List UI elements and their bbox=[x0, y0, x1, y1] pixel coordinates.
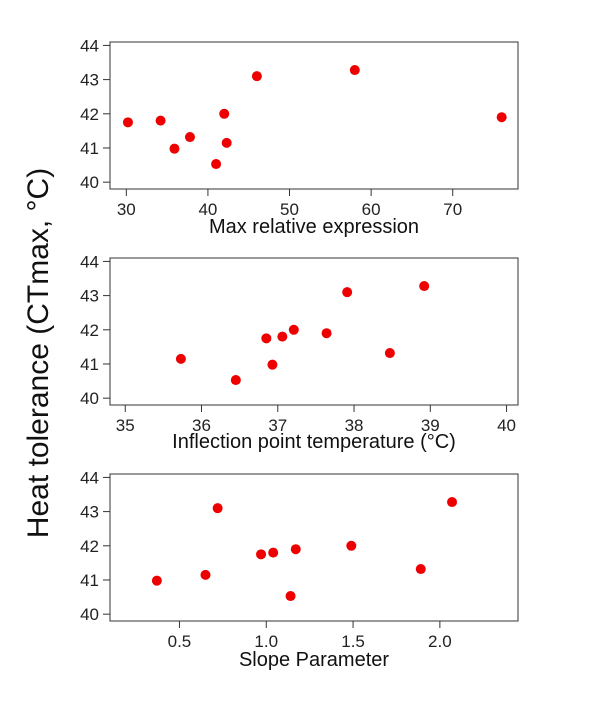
y-tick-label: 40 bbox=[80, 173, 99, 192]
y-tick-label: 43 bbox=[80, 287, 99, 306]
y-tick-label: 44 bbox=[80, 36, 99, 55]
data-point bbox=[221, 137, 232, 148]
y-tick-label: 43 bbox=[80, 503, 99, 522]
y-tick-label: 40 bbox=[80, 605, 99, 624]
x-tick-label: 50 bbox=[280, 200, 299, 219]
x-tick-label: 30 bbox=[117, 200, 136, 219]
data-point bbox=[169, 143, 180, 154]
x-tick-label: 38 bbox=[345, 416, 364, 435]
scatter-panel-1: 40 41 42 43 44 30 40 50 60 70 Max relative express… bbox=[80, 36, 519, 238]
scatter-panel-3: 40 41 42 43 44 0.5 1.0 1.5 2.0 Slope Parameter bbox=[80, 468, 519, 671]
data-point bbox=[384, 348, 395, 359]
data-point bbox=[277, 331, 288, 342]
data-point bbox=[251, 71, 262, 82]
data-point bbox=[496, 112, 507, 123]
data-point bbox=[290, 544, 301, 555]
x-axis-label: Inflection point temperature (°C) bbox=[172, 431, 456, 453]
data-point bbox=[288, 324, 299, 335]
y-tick-label: 41 bbox=[80, 571, 99, 590]
y-tick-label: 42 bbox=[80, 321, 99, 340]
data-point bbox=[415, 564, 426, 575]
y-tick-label: 43 bbox=[80, 71, 99, 90]
x-tick-label: 35 bbox=[116, 416, 135, 435]
x-tick-label: 36 bbox=[192, 416, 211, 435]
y-tick-label: 41 bbox=[80, 355, 99, 374]
data-point bbox=[184, 132, 195, 143]
data-point bbox=[342, 287, 353, 298]
x-tick-label: 1.5 bbox=[341, 632, 365, 651]
x-axis-label: Slope Parameter bbox=[239, 649, 389, 671]
y-tick-label: 40 bbox=[80, 389, 99, 408]
data-point bbox=[211, 159, 222, 170]
plot-frame bbox=[109, 473, 519, 622]
x-tick-label: 37 bbox=[268, 416, 287, 435]
x-tick-label: 1.0 bbox=[254, 632, 278, 651]
scatter-panel-2: 40 41 42 43 44 35 36 37 38 39 40 Inflection point t… bbox=[80, 252, 519, 453]
plot-frame bbox=[109, 257, 519, 406]
y-axis-title: Heat tolerance (CTmax, °C) bbox=[22, 168, 55, 538]
y-tick-label: 42 bbox=[80, 537, 99, 556]
data-point bbox=[285, 591, 296, 602]
data-point bbox=[419, 281, 430, 292]
data-point bbox=[268, 547, 279, 558]
y-tick-label: 44 bbox=[80, 468, 99, 487]
x-tick-label: 70 bbox=[443, 200, 462, 219]
x-tick-label: 40 bbox=[497, 416, 516, 435]
data-point bbox=[346, 540, 357, 551]
data-point bbox=[200, 569, 211, 580]
y-tick-label: 44 bbox=[80, 252, 99, 271]
y-tick-label: 41 bbox=[80, 139, 99, 158]
data-point bbox=[261, 333, 272, 344]
x-tick-label: 40 bbox=[198, 200, 217, 219]
data-point bbox=[219, 108, 230, 119]
x-tick-label: 60 bbox=[362, 200, 381, 219]
x-axis-label: Max relative expression bbox=[209, 216, 419, 238]
x-tick-label: 0.5 bbox=[168, 632, 192, 651]
x-tick-label: 39 bbox=[421, 416, 440, 435]
data-point bbox=[175, 353, 186, 364]
data-point bbox=[321, 328, 332, 339]
data-point bbox=[155, 115, 166, 126]
x-tick-label: 2.0 bbox=[428, 632, 452, 651]
data-point bbox=[256, 549, 267, 560]
scatter-panels: 40 41 42 43 44 30 40 50 60 70 Max relative express… bbox=[80, 36, 519, 671]
data-point bbox=[122, 117, 133, 128]
plot-frame bbox=[109, 41, 519, 190]
y-tick-label: 42 bbox=[80, 105, 99, 124]
data-point bbox=[447, 497, 458, 508]
data-point bbox=[212, 503, 223, 514]
data-point bbox=[267, 359, 278, 370]
data-point bbox=[230, 375, 241, 386]
data-point bbox=[151, 575, 162, 586]
data-point bbox=[349, 65, 360, 76]
